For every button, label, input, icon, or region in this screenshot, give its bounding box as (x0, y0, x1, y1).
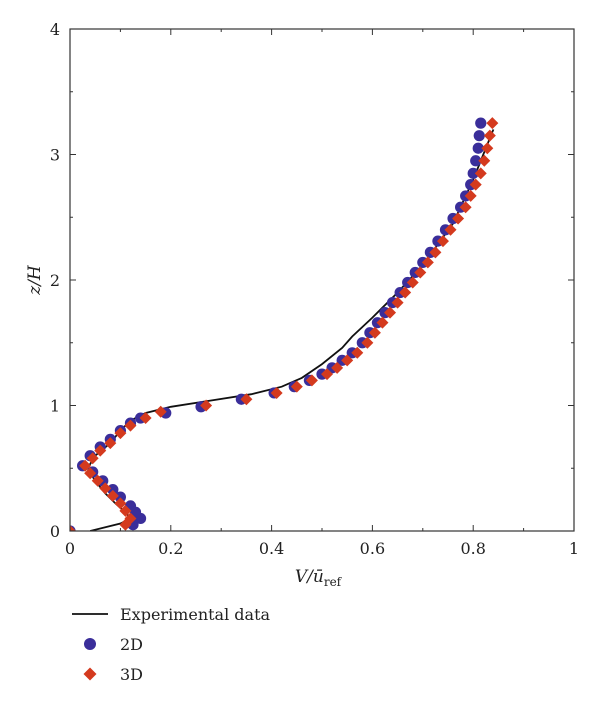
x-tick-label: 1 (569, 539, 579, 558)
point-3d-14 (124, 419, 137, 432)
point-3d-28 (376, 316, 389, 329)
point-3d-39 (459, 201, 472, 214)
point-3d-42 (474, 167, 487, 180)
point-3d-26 (361, 336, 374, 349)
plot-frame (69, 28, 575, 532)
point-3d-9 (79, 459, 92, 472)
point-3d-11 (94, 444, 107, 457)
point-3d-46 (486, 117, 499, 130)
point-3d-38 (452, 212, 465, 225)
point-3d-36 (436, 235, 449, 248)
point-3d-18 (240, 393, 253, 406)
y-tick-label: 3 (50, 146, 60, 165)
point-3d-23 (331, 361, 344, 374)
point-3d-0 (70, 525, 76, 531)
y-tick-label: 4 (50, 20, 60, 39)
point-3d-8 (84, 467, 97, 480)
point-3d-17 (200, 399, 213, 412)
point-2d-44 (472, 142, 484, 154)
x-tick-label: 0.6 (360, 539, 385, 558)
point-2d-43 (470, 155, 482, 167)
point-3d-4 (114, 497, 127, 510)
point-3d-20 (290, 380, 303, 393)
point-3d-41 (469, 178, 482, 191)
legend: Experimental data 2D 3D (72, 605, 271, 684)
legend-label-experimental-data: Experimental data (120, 605, 271, 624)
point-3d-45 (483, 129, 496, 142)
point-3d-32 (406, 276, 419, 289)
axes: 0 0.2 0.4 0.6 0.8 1 0 1 2 3 4 V/ūref z/H (25, 20, 579, 589)
point-3d-30 (391, 296, 404, 309)
point-2d-5 (114, 491, 126, 503)
point-3d-35 (429, 246, 442, 259)
point-3d-29 (384, 306, 397, 319)
legend-label-3d: 3D (120, 665, 143, 684)
series-line-experimental-data (86, 129, 495, 531)
point-3d-15 (139, 412, 152, 425)
point-3d-3 (119, 504, 132, 517)
x-axis-label-main: V/ū (295, 567, 324, 587)
point-2d-45 (473, 130, 485, 142)
point-3d-21 (305, 374, 318, 387)
point-3d-16 (154, 405, 167, 418)
legend-swatch-3d (83, 667, 97, 681)
x-axis-label-subscript: ref (324, 575, 343, 589)
point-3d-6 (99, 482, 112, 495)
x-tick-label: 0.8 (460, 539, 485, 558)
data-layer (70, 117, 499, 531)
x-tick-label: 0.2 (158, 539, 183, 558)
y-axis-label: z/H (25, 264, 45, 296)
point-3d-33 (414, 266, 427, 279)
point-3d-13 (114, 427, 127, 440)
point-3d-24 (341, 354, 354, 367)
point-3d-12 (104, 437, 117, 450)
x-tick-label: 0 (65, 539, 75, 558)
point-3d-34 (421, 256, 434, 269)
point-2d-42 (467, 167, 479, 179)
point-3d-40 (464, 189, 477, 202)
x-axis-label: V/ūref (295, 567, 343, 589)
point-3d-7 (91, 474, 104, 487)
y-tick-label: 2 (50, 271, 60, 290)
legend-label-2d: 2D (120, 635, 143, 654)
point-3d-5 (106, 489, 119, 502)
point-3d-43 (478, 154, 491, 167)
x-tick-label: 0.4 (259, 539, 284, 558)
point-3d-22 (321, 368, 334, 381)
point-3d-37 (444, 223, 457, 236)
point-2d-6 (107, 483, 119, 496)
point-3d-19 (270, 386, 283, 399)
point-3d-27 (368, 326, 381, 339)
point-3d-25 (351, 346, 364, 359)
point-3d-2 (124, 512, 137, 525)
point-3d-31 (399, 286, 412, 299)
point-2d-46 (475, 117, 487, 129)
point-3d-44 (481, 142, 494, 155)
y-tick-label: 0 (50, 522, 60, 541)
y-tick-label: 1 (50, 397, 60, 416)
point-3d-10 (86, 452, 99, 465)
legend-swatch-2d (84, 638, 96, 650)
plot-area (70, 117, 499, 531)
